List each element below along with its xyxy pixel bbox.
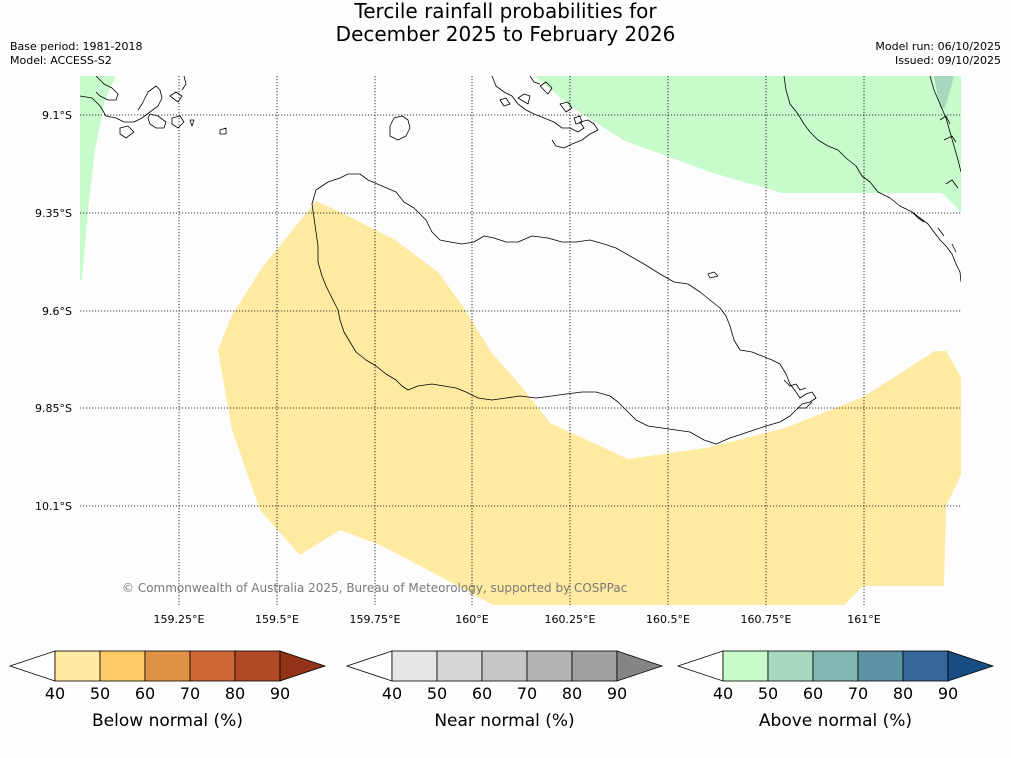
map-title: Tercile rainfall probabilities for Decem… — [0, 0, 1011, 46]
colorbar-tick-label: 60 — [135, 684, 155, 703]
colorbar-segment — [767, 650, 814, 682]
probability-shading — [80, 76, 961, 605]
above-normal-region-east — [535, 76, 961, 212]
title-line-1: Tercile rainfall probabilities for — [354, 0, 657, 23]
colorbar-title: Near normal (%) — [434, 711, 574, 731]
above-normal-colorbar: 40 50 60 70 80 90 Above normal (%) — [676, 650, 995, 731]
lon-label: 160.5°E — [646, 613, 690, 626]
colorbar-extend-high — [947, 650, 995, 682]
colorbar-tick-label: 80 — [562, 684, 582, 703]
base-period: Base period: 1981-2018 — [10, 40, 143, 53]
lon-label: 161°E — [847, 613, 880, 626]
colorbar-tick-label: 80 — [225, 684, 245, 703]
lat-label: 9.1°S — [42, 109, 72, 122]
lon-label: 159.75°E — [350, 613, 401, 626]
model-name: Model: ACCESS-S2 — [10, 54, 112, 67]
coastline-small-islet — [389, 115, 411, 141]
colorbar-tick-label: 80 — [893, 684, 913, 703]
colorbar-segment — [722, 650, 769, 682]
below-normal-colorbar: 40 50 60 70 80 90 Below normal (%) — [8, 650, 327, 731]
above-normal-region-west — [80, 76, 116, 280]
graticule — [80, 76, 961, 605]
colorbar-segment — [526, 650, 573, 682]
colorbar-title: Below normal (%) — [92, 711, 243, 731]
colorbar-segment — [189, 650, 236, 682]
colorbar-tick-label: 70 — [180, 684, 200, 703]
latitude-labels: 9.1°S 9.35°S 9.6°S 9.85°S 10.1°S — [35, 109, 72, 513]
colorbar-title: Above normal (%) — [759, 711, 912, 731]
model-run: Model run: 06/10/2025 — [875, 40, 1001, 53]
coastline-malaita — [783, 76, 961, 283]
colorbar-segment — [481, 650, 528, 682]
colorbars: 40 50 60 70 80 90 Below normal (%) 40 50 60 70 80 90… — [8, 650, 995, 731]
lon-label: 160°E — [455, 613, 488, 626]
colorbar-tick-label: 70 — [848, 684, 868, 703]
colorbar-segment — [857, 650, 904, 682]
colorbar-extend-high — [616, 650, 664, 682]
colorbar-tick-label: 60 — [472, 684, 492, 703]
coastline-islet-east — [707, 271, 719, 279]
colorbar-tick-label: 50 — [758, 684, 778, 703]
colorbar-extend-high — [279, 650, 327, 682]
colorbar-tick-label: 40 — [713, 684, 733, 703]
lat-label: 9.6°S — [42, 305, 72, 318]
coastlines — [80, 76, 961, 445]
near-normal-colorbar: 40 50 60 70 80 90 Near normal (%) — [345, 650, 664, 731]
colorbar-segment — [436, 650, 483, 682]
colorbar-segment — [54, 650, 101, 682]
colorbar-tick-label: 90 — [270, 684, 290, 703]
lat-label: 9.85°S — [35, 402, 72, 415]
colorbar-tick-label: 90 — [607, 684, 627, 703]
colorbar-tick-label: 40 — [382, 684, 402, 703]
longitude-labels: 159.25°E 159.5°E 159.75°E 160°E 160.25°E… — [154, 613, 881, 626]
coastline-florida-islands — [491, 76, 599, 149]
below-normal-region — [218, 201, 961, 605]
colorbar-tick-label: 50 — [90, 684, 110, 703]
colorbar-segment — [812, 650, 859, 682]
colorbar-tick-label: 60 — [803, 684, 823, 703]
meta-left: Base period: 1981-2018 Model: ACCESS-S2 — [10, 40, 142, 68]
coastline-main-island — [311, 173, 817, 445]
colorbar-segment — [391, 650, 438, 682]
colorbar-extend-low — [8, 650, 56, 682]
coastline-northwest-islands — [80, 76, 227, 139]
meta-right: Model run: 06/10/2025 Issued: 09/10/2025 — [875, 40, 1001, 68]
colorbar-extend-low — [676, 650, 724, 682]
lat-label: 9.35°S — [35, 207, 72, 220]
colorbar-tick-label: 70 — [517, 684, 537, 703]
colorbar-tick-label: 40 — [45, 684, 65, 703]
issued-date: Issued: 09/10/2025 — [894, 54, 1001, 67]
colorbar-segment — [902, 650, 949, 682]
colorbar-segment — [234, 650, 281, 682]
copyright-notice: © Commonwealth of Australia 2025, Bureau… — [122, 581, 627, 595]
lat-label: 10.1°S — [35, 500, 72, 513]
colorbar-extend-low — [345, 650, 393, 682]
colorbar-tick-label: 50 — [427, 684, 447, 703]
colorbar-tick-label: 90 — [938, 684, 958, 703]
colorbar-segment — [144, 650, 191, 682]
coastline-malaita-east — [911, 76, 961, 253]
colorbar-segment — [99, 650, 146, 682]
colorbar-segment — [571, 650, 618, 682]
lon-label: 159.5°E — [255, 613, 299, 626]
lon-label: 159.25°E — [154, 613, 205, 626]
coastline-south-bay — [783, 379, 813, 409]
lon-label: 160.25°E — [545, 613, 596, 626]
lon-label: 160.75°E — [741, 613, 792, 626]
above-normal-50-patch — [934, 76, 954, 108]
title-line-2: December 2025 to February 2026 — [335, 22, 676, 46]
